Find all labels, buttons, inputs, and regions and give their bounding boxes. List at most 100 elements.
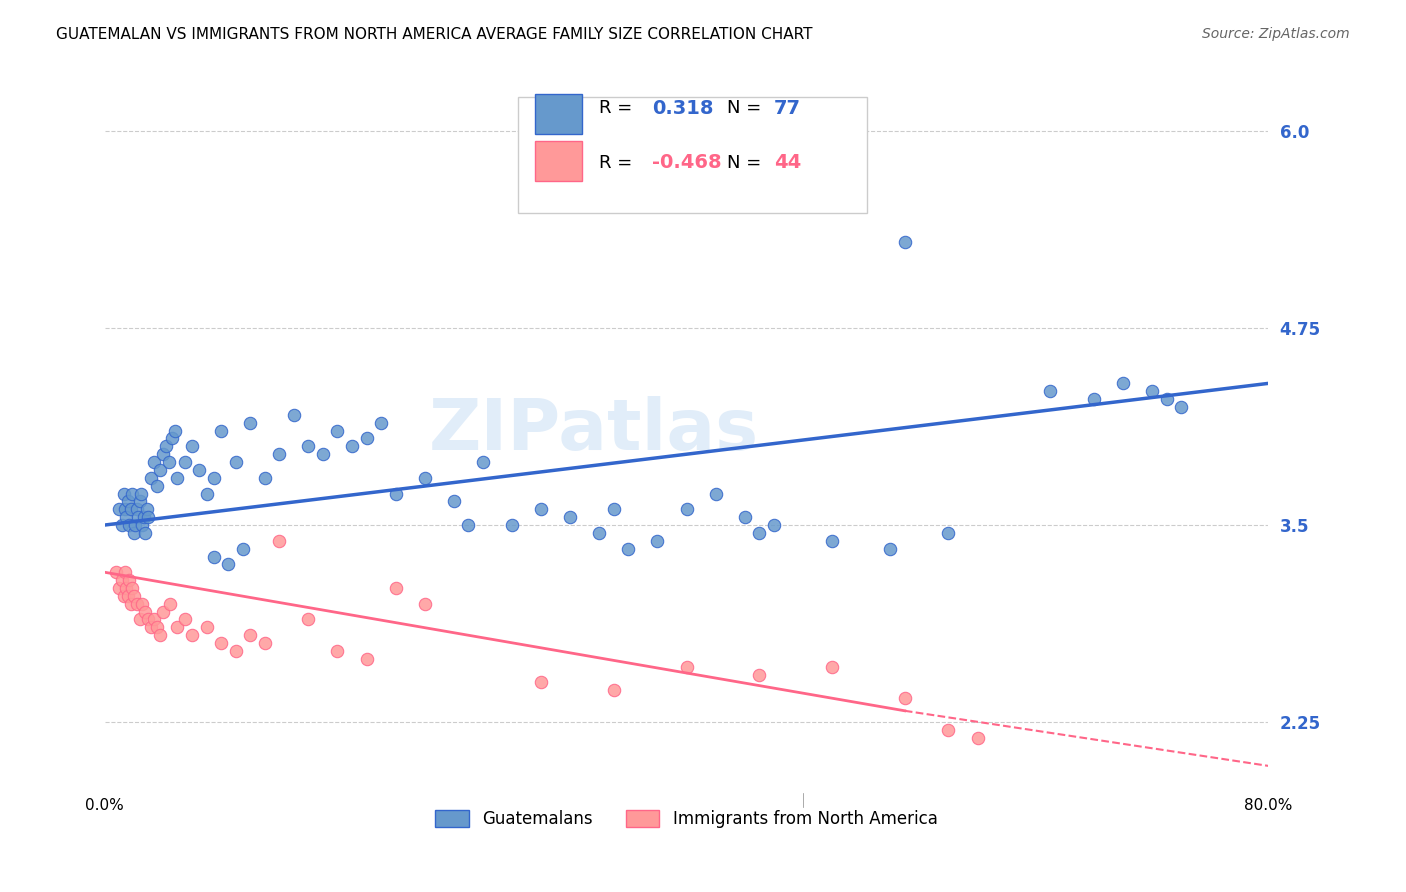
- Point: [370, 416, 392, 430]
- Text: Source: ZipAtlas.com: Source: ZipAtlas.com: [1202, 27, 1350, 41]
- Point: [225, 644, 247, 658]
- Point: [821, 533, 844, 548]
- Point: [209, 636, 232, 650]
- Point: [748, 667, 770, 681]
- Point: [166, 471, 188, 485]
- Point: [181, 628, 204, 642]
- Point: [128, 494, 150, 508]
- Point: [297, 439, 319, 453]
- Point: [253, 471, 276, 485]
- Point: [384, 581, 406, 595]
- Point: [149, 463, 172, 477]
- Point: [1170, 400, 1192, 414]
- Point: [938, 525, 960, 540]
- Point: [501, 518, 523, 533]
- Point: [118, 573, 141, 587]
- Point: [134, 525, 156, 540]
- Point: [141, 471, 163, 485]
- Text: ZIPatlas: ZIPatlas: [429, 396, 758, 465]
- Point: [748, 525, 770, 540]
- Point: [879, 541, 901, 556]
- Point: [136, 510, 159, 524]
- Text: R =: R =: [599, 99, 633, 118]
- Point: [821, 659, 844, 673]
- Point: [457, 518, 479, 533]
- Point: [202, 549, 225, 564]
- Point: [108, 581, 131, 595]
- Point: [356, 652, 378, 666]
- Point: [239, 416, 262, 430]
- Point: [239, 628, 262, 642]
- Point: [209, 424, 232, 438]
- Point: [157, 455, 180, 469]
- Point: [117, 589, 139, 603]
- Point: [173, 455, 195, 469]
- Point: [122, 525, 145, 540]
- Point: [108, 502, 131, 516]
- Point: [134, 605, 156, 619]
- Point: [121, 581, 143, 595]
- Point: [136, 612, 159, 626]
- Point: [146, 478, 169, 492]
- Point: [111, 518, 134, 533]
- Point: [195, 486, 218, 500]
- Point: [152, 605, 174, 619]
- Point: [146, 620, 169, 634]
- Point: [675, 502, 697, 516]
- Point: [118, 518, 141, 533]
- Point: [297, 612, 319, 626]
- Point: [202, 471, 225, 485]
- Point: [166, 620, 188, 634]
- Point: [132, 510, 155, 524]
- Point: [603, 502, 626, 516]
- Point: [217, 558, 239, 572]
- Legend: Guatemalans, Immigrants from North America: Guatemalans, Immigrants from North Ameri…: [429, 804, 945, 835]
- Point: [617, 541, 640, 556]
- Point: [471, 455, 494, 469]
- Point: [115, 581, 138, 595]
- Text: R =: R =: [599, 153, 633, 171]
- Text: -0.468: -0.468: [651, 153, 721, 172]
- Point: [413, 471, 436, 485]
- Point: [143, 612, 166, 626]
- Point: [269, 533, 291, 548]
- Point: [413, 597, 436, 611]
- Point: [128, 612, 150, 626]
- Point: [734, 510, 756, 524]
- Point: [131, 518, 153, 533]
- Point: [125, 502, 148, 516]
- Point: [225, 455, 247, 469]
- Point: [120, 597, 142, 611]
- Point: [112, 589, 135, 603]
- Point: [603, 683, 626, 698]
- Point: [114, 502, 136, 516]
- Point: [647, 533, 669, 548]
- Point: [384, 486, 406, 500]
- Point: [124, 518, 146, 533]
- Point: [112, 486, 135, 500]
- Point: [127, 510, 149, 524]
- Point: [114, 566, 136, 580]
- Point: [111, 573, 134, 587]
- Point: [762, 518, 785, 533]
- Point: [443, 494, 465, 508]
- Point: [181, 439, 204, 453]
- Point: [356, 432, 378, 446]
- Point: [125, 597, 148, 611]
- Point: [894, 235, 917, 249]
- Point: [135, 502, 157, 516]
- Text: 44: 44: [773, 153, 801, 172]
- Point: [131, 597, 153, 611]
- Point: [105, 566, 128, 580]
- Point: [1039, 384, 1062, 399]
- Point: [188, 463, 211, 477]
- Point: [173, 612, 195, 626]
- Point: [122, 589, 145, 603]
- FancyBboxPatch shape: [517, 97, 868, 213]
- Point: [253, 636, 276, 650]
- Point: [115, 510, 138, 524]
- Point: [1112, 376, 1135, 391]
- Point: [195, 620, 218, 634]
- Point: [966, 731, 988, 745]
- FancyBboxPatch shape: [536, 141, 582, 181]
